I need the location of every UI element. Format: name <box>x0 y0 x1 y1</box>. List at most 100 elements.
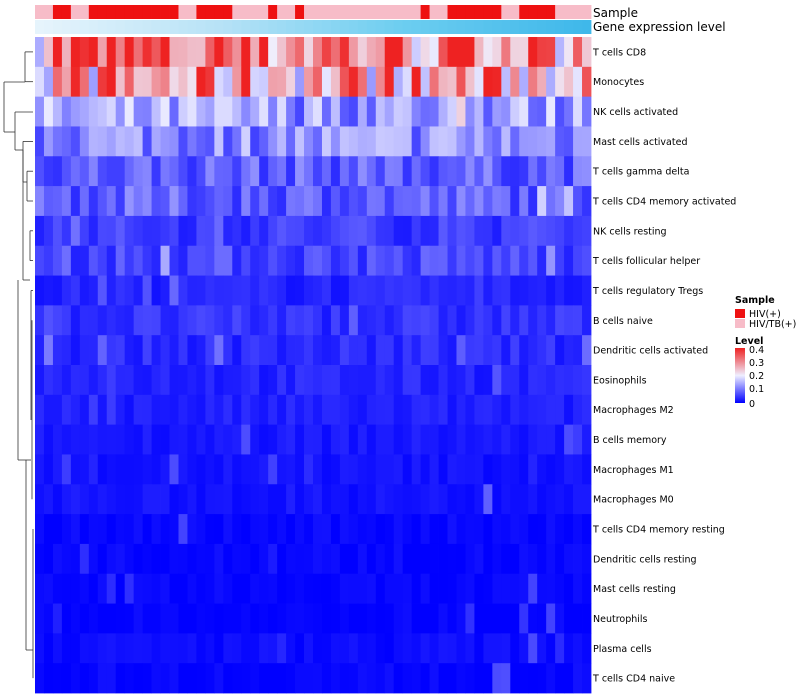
heatmap-cell <box>411 543 422 575</box>
heatmap-cell <box>429 484 439 515</box>
heatmap-cell <box>268 543 278 575</box>
expression-annotation-cell <box>52 20 63 34</box>
heatmap-cell <box>573 514 583 545</box>
heatmap-cell <box>357 663 368 694</box>
heatmap-cell <box>573 186 583 217</box>
row-label: T cells CD4 memory activated <box>592 197 736 208</box>
heatmap-cell <box>151 454 161 485</box>
heatmap-cell <box>366 305 377 336</box>
heatmap-cell <box>483 37 493 68</box>
heatmap-cell <box>214 394 224 426</box>
heatmap-cell <box>438 126 448 157</box>
heatmap-cell <box>214 633 224 664</box>
heatmap-cell <box>501 424 511 455</box>
heatmap-cell <box>510 126 520 157</box>
heatmap-cell <box>438 305 448 336</box>
sample-annotation-cell <box>35 5 45 19</box>
sample-annotation-cell <box>88 5 99 19</box>
heatmap-cell <box>88 573 99 604</box>
heatmap-cell <box>384 156 395 187</box>
sample-track-label: Sample <box>593 6 638 20</box>
heatmap-cell <box>232 335 242 366</box>
heatmap-cell <box>456 335 466 366</box>
legend: Sample HIV(+) HIV/TB(+) Level 0.4 0.3 0.… <box>735 295 796 410</box>
heatmap-cell <box>232 215 242 247</box>
heatmap-cell <box>546 514 556 545</box>
heatmap-cell <box>205 543 215 575</box>
heatmap-cell <box>492 663 502 694</box>
heatmap-cell <box>214 305 224 336</box>
heatmap-cell <box>223 245 233 276</box>
heatmap-cell <box>250 245 260 276</box>
heatmap-cell <box>465 365 475 396</box>
heatmap-cell <box>339 454 350 485</box>
heatmap-cell <box>70 514 81 545</box>
heatmap-cell <box>330 573 341 604</box>
heatmap-cell <box>97 424 108 455</box>
heatmap-cell <box>393 245 404 276</box>
heatmap-cell <box>348 156 359 187</box>
heatmap-cell <box>241 245 251 276</box>
heatmap-cell <box>420 603 430 634</box>
heatmap-cell <box>106 245 117 276</box>
heatmap-cell <box>35 186 45 217</box>
heatmap-cell <box>160 66 170 98</box>
heatmap-cell <box>438 186 448 217</box>
expression-annotation-cell <box>124 20 135 34</box>
heatmap-cell <box>187 96 197 127</box>
heatmap-cell <box>519 543 529 575</box>
heatmap-cell <box>546 424 556 455</box>
heatmap-cell <box>366 275 377 306</box>
heatmap-cell <box>205 96 215 127</box>
heatmap-cell <box>61 245 72 276</box>
heatmap-cell <box>43 305 54 336</box>
heatmap-cell <box>151 37 161 68</box>
heatmap-cell <box>304 37 314 68</box>
heatmap-cell <box>106 603 117 634</box>
expression-annotation-cell <box>519 20 529 34</box>
heatmap-cell <box>133 633 144 664</box>
heatmap-cell <box>348 394 359 426</box>
heatmap-cell <box>223 305 233 336</box>
heatmap-cell <box>52 484 63 515</box>
heatmap-cell <box>366 66 377 98</box>
heatmap-cell <box>196 275 206 306</box>
heatmap-cell <box>151 156 161 187</box>
sample-annotation-cell <box>241 5 251 19</box>
heatmap-cell <box>142 215 152 247</box>
heatmap-cell <box>429 186 439 217</box>
heatmap-cell <box>402 394 413 426</box>
heatmap-cell <box>456 573 466 604</box>
heatmap-cell <box>61 66 72 98</box>
heatmap-cell <box>393 603 404 634</box>
heatmap-cell <box>268 156 278 187</box>
expression-annotation-cell <box>429 20 439 34</box>
sample-annotation-cell <box>330 5 341 19</box>
heatmap-cell <box>214 156 224 187</box>
heatmap-cell <box>196 454 206 485</box>
heatmap-cell <box>384 37 395 68</box>
heatmap-cell <box>384 484 395 515</box>
expression-level-annotation-track <box>35 20 592 34</box>
heatmap-cell <box>286 215 296 247</box>
heatmap-cell <box>501 215 511 247</box>
heatmap-cell <box>43 215 54 247</box>
heatmap-cell <box>35 394 45 426</box>
heatmap-cell <box>474 365 484 396</box>
heatmap-cell <box>142 156 152 187</box>
heatmap-cell <box>402 186 413 217</box>
heatmap-cell <box>393 215 404 247</box>
heatmap-cell <box>124 186 135 217</box>
heatmap-cell <box>241 305 251 336</box>
heatmap-cell <box>321 245 332 276</box>
heatmap-cell <box>115 394 126 426</box>
heatmap-cell <box>106 573 117 604</box>
heatmap-cell <box>501 156 511 187</box>
heatmap-cell <box>124 275 135 306</box>
heatmap-cell <box>510 305 520 336</box>
heatmap-cell <box>438 156 448 187</box>
expression-annotation-cell <box>384 20 395 34</box>
heatmap-cell <box>438 663 448 694</box>
heatmap-cell <box>178 484 188 515</box>
sample-annotation-cell <box>304 5 314 19</box>
